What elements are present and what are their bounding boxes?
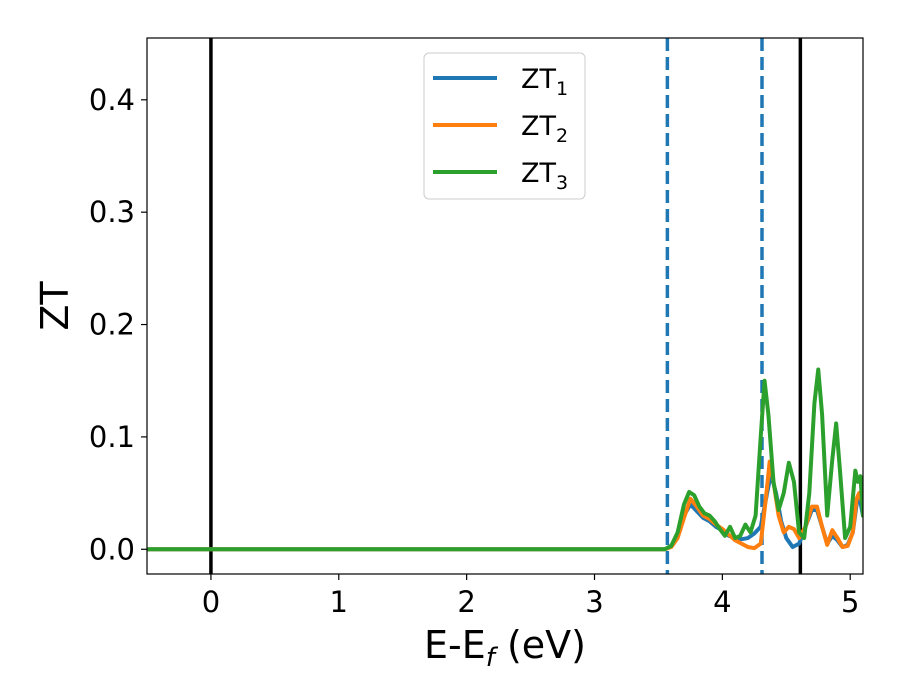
legend: ZT1 ZT2 ZT3 xyxy=(423,52,586,200)
legend-label-zt3: ZT3 xyxy=(521,158,568,194)
y-axis-ticks: 0.0 0.1 0.2 0.3 0.4 xyxy=(89,83,147,566)
y-tick-label: 0.3 xyxy=(89,195,135,229)
legend-box xyxy=(423,52,586,200)
legend-label-zt2: ZT2 xyxy=(521,111,568,147)
x-axis-label: E-Ef (eV) xyxy=(424,623,586,673)
x-axis-label-unit: (eV) xyxy=(495,623,586,667)
x-tick-label: 2 xyxy=(457,585,475,619)
legend-label-zt2-main: ZT xyxy=(521,111,556,142)
x-tick-label: 0 xyxy=(202,585,220,619)
y-tick-label: 0.4 xyxy=(89,83,135,117)
legend-label-zt1-sub: 1 xyxy=(556,78,568,100)
y-tick-label: 0.2 xyxy=(89,308,135,342)
legend-entry-zt3: ZT3 xyxy=(433,158,568,194)
series-line-zt2 xyxy=(147,459,863,552)
legend-label-zt3-sub: 3 xyxy=(556,172,568,194)
x-tick-label: 3 xyxy=(585,585,603,619)
legend-label-zt1-main: ZT xyxy=(521,64,556,95)
x-axis-ticks: 0 1 2 3 4 5 xyxy=(202,574,859,619)
vertical-lines xyxy=(209,38,803,574)
series-lines xyxy=(147,367,863,552)
legend-entry-zt2: ZT2 xyxy=(433,111,568,147)
x-axis-label-main: E-E xyxy=(424,623,486,667)
y-tick-label: 0.0 xyxy=(89,532,135,566)
x-tick-label: 1 xyxy=(330,585,348,619)
y-tick-label: 0.1 xyxy=(89,420,135,454)
y-axis-label: ZT xyxy=(33,281,77,331)
legend-label-zt1: ZT1 xyxy=(521,64,568,100)
legend-entry-zt1: ZT1 xyxy=(433,64,568,100)
plot-frame xyxy=(146,37,864,575)
series-line-zt3 xyxy=(147,367,863,552)
legend-label-zt3-main: ZT xyxy=(521,158,556,189)
x-tick-label: 4 xyxy=(713,585,731,619)
x-tick-label: 5 xyxy=(841,585,859,619)
legend-label-zt2-sub: 2 xyxy=(556,125,568,147)
